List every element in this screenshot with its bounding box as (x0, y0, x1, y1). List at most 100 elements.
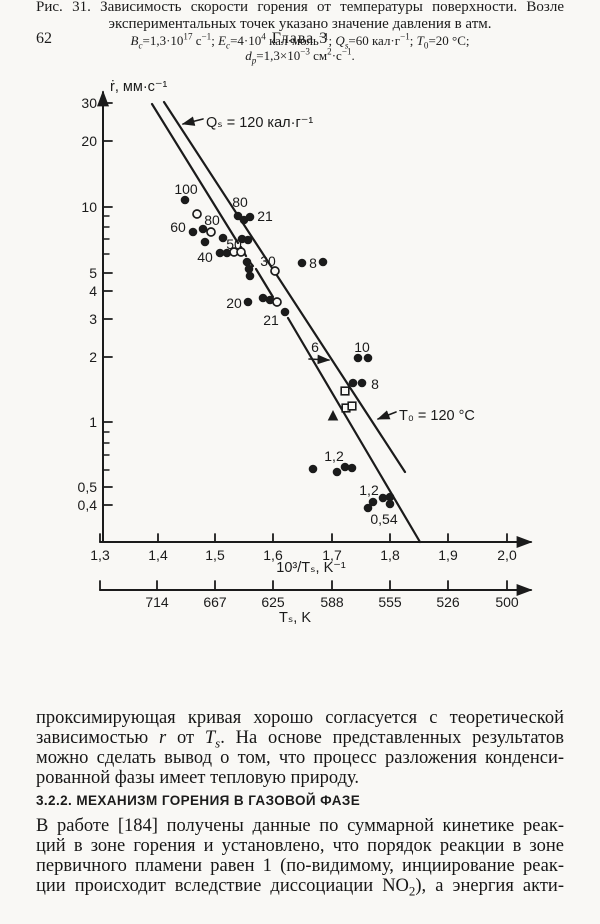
curve-annotation: Qₛ = 120 кал·г⁻¹ (206, 115, 313, 131)
fit-line-right (162, 100, 407, 474)
data-point-filled (378, 493, 388, 503)
x-axis-label: 10³/Tₛ, K⁻¹ (276, 560, 346, 576)
pressure-label: 20 (226, 295, 242, 311)
data-point-filled (243, 297, 253, 307)
x-tick-label: 1,9 (438, 547, 458, 563)
pressure-label: 50 (226, 236, 242, 252)
y-tick-label: 0,4 (78, 497, 98, 513)
pressure-label: 1,2 (359, 482, 379, 498)
y-axis-label: ṙ, мм·с⁻¹ (110, 79, 168, 95)
caption-line-1: Рис. 31. Зависимость скорости горения от… (36, 0, 564, 15)
data-point-square (347, 401, 357, 411)
x2-tick-label: 526 (436, 594, 460, 610)
pressure-label: 80 (204, 212, 220, 228)
pressure-label: 0,54 (370, 511, 397, 527)
data-point-open (192, 209, 202, 219)
data-point-filled (297, 258, 307, 268)
data-point-filled (357, 378, 367, 388)
paragraph-2: В работе [184] получены данные по суммар… (36, 816, 564, 896)
curve-annotation: T₀ = 120 °C (399, 408, 475, 424)
data-point-filled (245, 212, 255, 222)
y-tick-label: 1 (89, 414, 97, 430)
pressure-label: 21 (257, 208, 273, 224)
y-tick-label: 2 (89, 349, 97, 365)
y-tick-label: 10 (81, 199, 97, 215)
pressure-label: 8 (309, 255, 317, 271)
gap-arrow (308, 354, 331, 365)
y-tick-label: 3 (89, 311, 97, 327)
data-point-filled (308, 464, 318, 474)
data-point-filled (340, 462, 350, 472)
caption-params-1: Bc=1,3·1017 с−1; Ec=4·104 кал·моль−1; Qs… (130, 31, 470, 51)
pressure-label: 1,2 (324, 448, 344, 464)
pressure-label: 100 (174, 181, 198, 197)
data-point-filled (243, 235, 253, 245)
data-point-open (270, 266, 280, 276)
paragraph-1: проксимирующая кривая хорошо согласуется… (36, 708, 564, 788)
data-point-filled (318, 257, 328, 267)
x-tick-label: 2,0 (497, 547, 517, 563)
x2-tick-label: 714 (145, 594, 169, 610)
data-point-filled (353, 353, 363, 363)
y-tick-label: 0,5 (78, 479, 98, 495)
x2-tick-label: 500 (495, 594, 519, 610)
data-point-filled (363, 503, 373, 513)
text-line: рованной фазы имеет тепловую природу. (36, 768, 360, 788)
data-point-filled (258, 293, 268, 303)
data-point-filled (385, 492, 395, 502)
x2-tick-label: 555 (378, 594, 402, 610)
data-point-filled (363, 353, 373, 363)
section-heading: 3.2.2. МЕХАНИЗМ ГОРЕНИЯ В ГАЗОВОЙ ФАЗЕ (36, 793, 361, 808)
data-point-filled (188, 227, 198, 237)
pressure-label: 30 (260, 253, 276, 269)
data-point-filled (242, 257, 252, 267)
caption-params-2: dp=1,3×10−3 см2·с−1. (245, 46, 355, 66)
x-tick-label: 1,8 (380, 547, 400, 563)
data-point-filled (200, 237, 210, 247)
data-point-filled (332, 467, 342, 477)
annotation-arrow (376, 410, 397, 420)
data-point-triangle (327, 410, 339, 421)
pressure-label: 21 (263, 312, 279, 328)
annotation-arrow (181, 116, 204, 126)
x2-tick-label: 625 (261, 594, 285, 610)
fit-line-left (254, 267, 275, 299)
data-point-filled (198, 224, 208, 234)
data-point-filled (215, 248, 225, 258)
x-tick-label: 1,5 (205, 547, 225, 563)
pressure-label: 10 (354, 339, 370, 355)
data-point-filled (180, 195, 190, 205)
page-number: 62 (36, 30, 52, 47)
data-point-filled (218, 233, 228, 243)
x2-tick-label: 667 (203, 594, 227, 610)
pressure-label: 8 (371, 376, 379, 392)
x2-axis-label: Tₛ, K (279, 610, 311, 626)
pressure-label: 6 (311, 339, 319, 355)
data-point-filled (348, 378, 358, 388)
pressure-label: 40 (197, 249, 213, 265)
data-point-filled (244, 264, 254, 274)
text-line: первичного пламени равен 1 (по-видимому,… (36, 856, 564, 876)
text-line: В работе [184] получены данные по суммар… (36, 816, 564, 836)
y-tick-label: 4 (89, 283, 97, 299)
data-point-filled (222, 248, 232, 258)
chapter-title: Глава 3 (271, 30, 329, 47)
data-point-open (236, 247, 246, 257)
x-tick-label: 1,6 (263, 547, 283, 563)
x2-tick-label: 588 (320, 594, 344, 610)
data-point-filled (347, 463, 357, 473)
text-line: проксимирующая кривая хорошо согласуется… (36, 708, 564, 728)
y-tick-label: 5 (89, 265, 97, 281)
text-line: можно сделать вывод о том, что процесс р… (36, 748, 564, 768)
data-point-filled (245, 271, 255, 281)
data-point-filled (265, 295, 275, 305)
x-tick-label: 1,3 (90, 547, 110, 563)
x-tick-label: 1,7 (322, 547, 342, 563)
data-point-filled (368, 497, 378, 507)
pressure-label: 60 (170, 219, 186, 235)
caption-line-2: экспериментальных точек указано значение… (108, 16, 492, 32)
data-point-square (340, 386, 350, 396)
